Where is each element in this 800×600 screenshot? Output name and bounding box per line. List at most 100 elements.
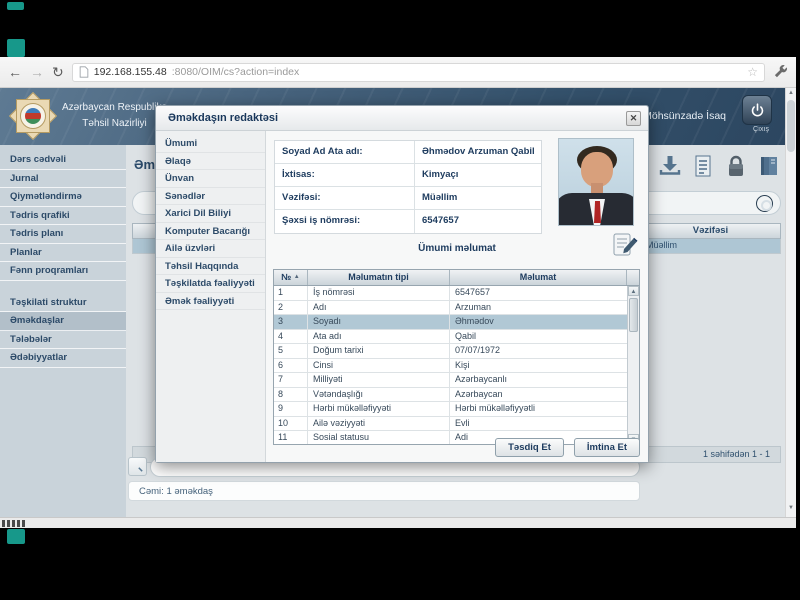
- scroll-up-icon[interactable]: ▲: [788, 90, 794, 96]
- dialog-menu-item[interactable]: Xarici Dil Biliyi: [156, 205, 265, 223]
- cell-type: Ailə vəziyyəti: [308, 416, 450, 430]
- sidebar-item[interactable]: Tədris qrafiki: [0, 207, 126, 225]
- header-type[interactable]: Məlumatın tipi: [308, 270, 450, 285]
- sidebar-item-label: Təşkilati struktur: [10, 296, 87, 308]
- scrollbar-thumb[interactable]: [629, 298, 638, 332]
- logout-label: Çıxış: [753, 126, 769, 133]
- cell-type: Cinsi: [308, 358, 450, 372]
- dialog-menu-item[interactable]: Ailə üzvləri: [156, 240, 265, 258]
- cell-type: İş nömrəsi: [308, 286, 450, 300]
- confirm-button[interactable]: Təsdiq Et: [495, 438, 564, 457]
- cell-type: Vətəndaşlığı: [308, 387, 450, 401]
- table-row[interactable]: 9 Hərbi mükəlləfiyyəti Hərbi mükəlləfiyy…: [274, 402, 627, 417]
- cell-type: Ata adı: [308, 329, 450, 343]
- sidebar-item[interactable]: Dərs cədvəli: [0, 151, 126, 170]
- cell-type: Sosial statusu: [308, 431, 450, 444]
- cell-value: Evli: [455, 417, 470, 428]
- reload-icon[interactable]: ↻: [52, 64, 64, 80]
- details-table-head: № ▲ Məlumatın tipi Məlumat: [274, 270, 639, 286]
- info-row: İxtisas: Kimyaçı: [275, 164, 541, 187]
- details-table-body: 1 İş nömrəsi 6547657 2 Adı Arzuman 3: [274, 286, 627, 444]
- sidebar-item-label: Ədəbiyyatlar: [10, 352, 68, 363]
- table-row[interactable]: 3 Soyadı Əhmədov: [274, 315, 627, 330]
- sidebar: Dərs cədvəli Jurnal Qiymətləndirmə Tədris q…: [0, 145, 126, 517]
- document-icon[interactable]: [691, 155, 715, 177]
- dialog-menu-item[interactable]: Təhsil Haqqında: [156, 258, 265, 275]
- cell-value: Qabil: [455, 330, 477, 341]
- book-icon[interactable]: [757, 155, 781, 177]
- dialog-menu-item-label: Əmək fəaliyyəti: [165, 295, 235, 307]
- table-row[interactable]: 4 Ata adı Qabil: [274, 329, 627, 344]
- dialog-menu-item[interactable]: Əmək fəaliyyəti: [156, 293, 265, 310]
- dialog-menu-item[interactable]: Ümumi: [156, 135, 265, 153]
- sort-icon: ▲: [293, 274, 300, 280]
- sidebar-item[interactable]: Əməkdaşlar: [0, 312, 126, 331]
- table-scrollbar[interactable]: ▲ ▼: [627, 286, 639, 444]
- cell-type: Doğum tarixi: [308, 344, 450, 358]
- forward-icon[interactable]: →: [30, 64, 44, 80]
- employee-info-grid: Soyad Ad Ata adı: Əhmədov Arzuman Qabil …: [274, 140, 542, 234]
- sidebar-item[interactable]: Fənn proqramları: [0, 262, 126, 281]
- url-host: 192.168.155.48: [93, 66, 167, 78]
- scroll-up-icon[interactable]: ▲: [628, 286, 639, 296]
- logout-button[interactable]: [742, 95, 772, 125]
- sidebar-item[interactable]: Tədris planı: [0, 225, 126, 244]
- dialog-menu-item[interactable]: Ünvan: [156, 170, 265, 188]
- sidebar-item-label: Jurnal: [10, 172, 39, 184]
- org-line2: Təhsil Nazirliyi: [82, 117, 147, 129]
- dialog-menu-item[interactable]: Təşkilatda fəaliyyəti: [156, 275, 265, 293]
- dialog-menu-item-label: Xarici Dil Biliyi: [165, 208, 231, 219]
- sidebar-item-label: Planlar: [10, 246, 42, 258]
- cell-type: Soyadı: [308, 315, 450, 329]
- dialog-menu-item-label: Sənədlər: [165, 190, 206, 202]
- browser-scrollbar[interactable]: ▲ ▼: [785, 88, 796, 517]
- lock-icon[interactable]: [724, 155, 748, 177]
- cancel-button[interactable]: İmtina Et: [573, 438, 640, 457]
- sidebar-item-label: Tədris qrafiki: [10, 209, 70, 221]
- dialog-menu-item-label: Təşkilatda fəaliyyəti: [165, 278, 255, 289]
- dialog-menu-item-label: Təhsil Haqqında: [165, 260, 239, 272]
- edit-note-icon[interactable]: [612, 231, 638, 257]
- cell-type: Milliyəti: [308, 373, 450, 387]
- table-row[interactable]: 1 İş nömrəsi 6547657: [274, 286, 627, 301]
- url-path: :8080/OIM/cs?action=index: [171, 66, 300, 78]
- scroll-down-icon[interactable]: ▼: [788, 505, 794, 511]
- org-title: Azərbaycan Respublika Təhsil Nazirliyi: [62, 100, 167, 131]
- sidebar-item[interactable]: Planlar: [0, 244, 126, 262]
- table-row[interactable]: 5 Doğum tarixi 07/07/1972: [274, 344, 627, 359]
- sidebar-item[interactable]: Qiymətləndirmə: [0, 188, 126, 207]
- table-row[interactable]: 8 Vətəndaşlığı Azərbaycan: [274, 387, 627, 402]
- table-row[interactable]: 10 Ailə vəziyyəti Evli: [274, 416, 627, 431]
- search-button[interactable]: [128, 457, 147, 476]
- column-header[interactable]: Vəzifəsi: [640, 224, 780, 238]
- wrench-icon[interactable]: [773, 64, 788, 80]
- dialog-menu-item-label: Ünvan: [165, 173, 195, 184]
- sidebar-item[interactable]: Təşkilati struktur: [0, 294, 126, 312]
- sidebar-item[interactable]: Ədəbiyyatlar: [0, 349, 126, 368]
- scrollbar-thumb[interactable]: [787, 100, 795, 152]
- table-row[interactable]: 2 Adı Arzuman: [274, 300, 627, 315]
- dialog-menu-item[interactable]: Komputer Bacarığı: [156, 223, 265, 240]
- table-row[interactable]: 6 Cinsi Kişi: [274, 358, 627, 373]
- table-row[interactable]: 7 Milliyəti Azərbaycanlı: [274, 373, 627, 388]
- close-icon[interactable]: ✕: [626, 111, 641, 126]
- sidebar-group-1: Dərs cədvəli Jurnal Qiymətləndirmə Tədris q…: [0, 151, 126, 281]
- section-title: Ümumi məlumat: [418, 243, 496, 254]
- cell-num: 8: [274, 387, 308, 401]
- download-icon[interactable]: [658, 155, 682, 177]
- header-value[interactable]: Məlumat: [450, 270, 627, 285]
- cell-value: Azərbaycanlı: [455, 374, 508, 384]
- dialog-menu-item[interactable]: Sənədlər: [156, 188, 265, 205]
- cell-value: Adi: [455, 432, 469, 442]
- sidebar-item[interactable]: Tələbələr: [0, 331, 126, 349]
- gear-icon[interactable]: [756, 195, 773, 212]
- header-num[interactable]: № ▲: [274, 270, 308, 285]
- info-label: Şəxsi iş nömrəsi:: [275, 210, 415, 233]
- window-artifact: [7, 2, 24, 10]
- sidebar-item[interactable]: Jurnal: [0, 170, 126, 188]
- back-icon[interactable]: ←: [8, 64, 22, 80]
- star-icon[interactable]: ☆: [747, 65, 758, 79]
- dialog-menu-item[interactable]: Əlaqə: [156, 153, 265, 170]
- info-value: 6547657: [422, 215, 459, 226]
- address-bar[interactable]: 192.168.155.48 :8080/OIM/cs?action=index…: [71, 62, 765, 82]
